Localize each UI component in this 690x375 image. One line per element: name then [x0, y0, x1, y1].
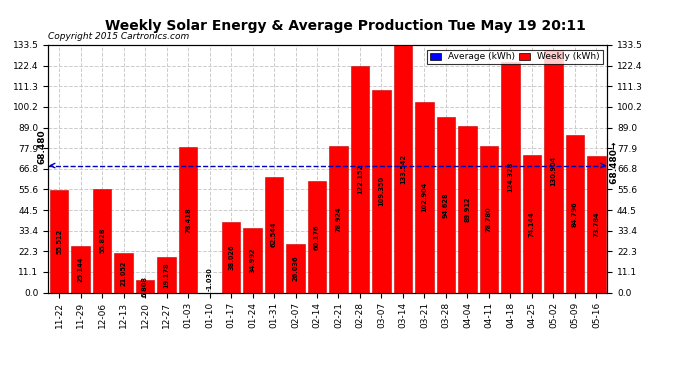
- Text: 102.904: 102.904: [422, 182, 428, 212]
- Text: 26.036: 26.036: [293, 255, 299, 281]
- Bar: [136, 280, 154, 292]
- Text: 68.480: 68.480: [37, 129, 46, 164]
- Legend: Average (kWh), Weekly (kWh): Average (kWh), Weekly (kWh): [427, 50, 602, 64]
- Bar: [523, 155, 541, 292]
- Text: 94.628: 94.628: [443, 192, 449, 217]
- Text: 84.796: 84.796: [572, 201, 578, 227]
- Bar: [222, 222, 240, 292]
- Text: 6.808: 6.808: [142, 276, 148, 297]
- Text: 60.176: 60.176: [314, 224, 320, 249]
- Bar: [244, 228, 262, 292]
- Bar: [351, 66, 369, 292]
- Text: 34.992: 34.992: [250, 247, 255, 273]
- Text: 55.828: 55.828: [99, 228, 105, 254]
- Text: 78.780: 78.780: [486, 207, 492, 232]
- Bar: [329, 146, 348, 292]
- Text: 55.512: 55.512: [56, 228, 62, 254]
- Text: 73.784: 73.784: [593, 211, 600, 237]
- Text: 38.026: 38.026: [228, 244, 234, 270]
- Bar: [394, 45, 412, 292]
- Text: 21.052: 21.052: [121, 260, 126, 286]
- Bar: [415, 102, 433, 292]
- Text: 124.328: 124.328: [507, 162, 513, 192]
- Text: Copyright 2015 Cartronics.com: Copyright 2015 Cartronics.com: [48, 32, 190, 41]
- Bar: [286, 244, 305, 292]
- Text: 89.912: 89.912: [464, 196, 471, 222]
- Bar: [544, 50, 562, 292]
- Bar: [480, 147, 498, 292]
- Bar: [566, 135, 584, 292]
- Bar: [179, 147, 197, 292]
- Text: -1.030: -1.030: [206, 267, 213, 291]
- Text: 122.152: 122.152: [357, 164, 363, 194]
- Text: 74.144: 74.144: [529, 211, 535, 237]
- Bar: [93, 189, 111, 292]
- Text: Weekly Solar Energy & Average Production Tue May 19 20:11: Weekly Solar Energy & Average Production…: [105, 19, 585, 33]
- Text: 62.544: 62.544: [271, 222, 277, 247]
- Bar: [50, 190, 68, 292]
- Bar: [157, 257, 176, 292]
- Text: 78.924: 78.924: [335, 207, 342, 232]
- Bar: [373, 90, 391, 292]
- Text: 109.350: 109.350: [379, 176, 384, 206]
- Text: 133.542: 133.542: [400, 154, 406, 184]
- Bar: [437, 117, 455, 292]
- Bar: [502, 62, 520, 292]
- Bar: [71, 246, 90, 292]
- Text: 19.178: 19.178: [164, 262, 170, 288]
- Bar: [265, 177, 283, 292]
- Text: 25.144: 25.144: [77, 256, 83, 282]
- Text: 78.418: 78.418: [185, 207, 191, 232]
- Bar: [308, 181, 326, 292]
- Bar: [587, 156, 606, 292]
- Text: 68.480→: 68.480→: [610, 141, 619, 190]
- Text: 130.904: 130.904: [551, 156, 556, 186]
- Bar: [115, 254, 132, 292]
- Bar: [458, 126, 477, 292]
